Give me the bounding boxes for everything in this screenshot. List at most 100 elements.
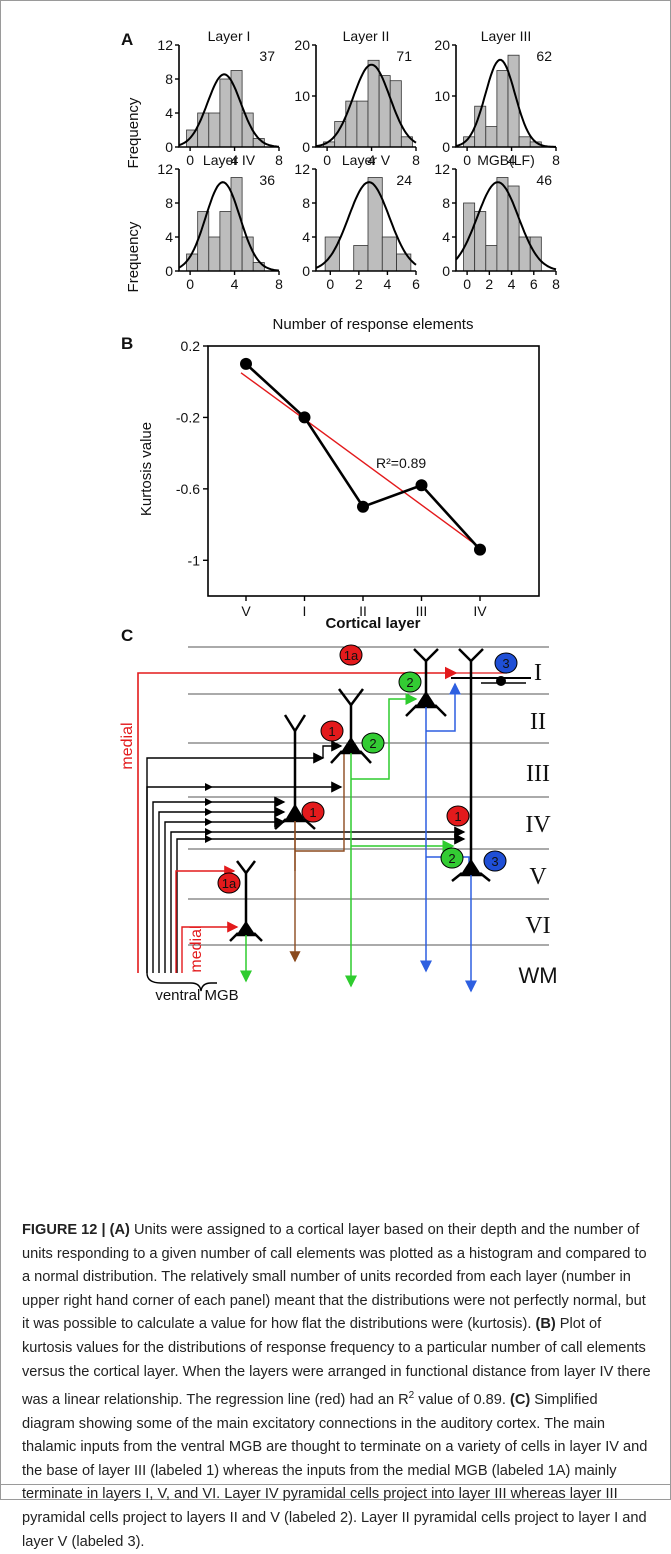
histogram-bar [496,177,509,272]
badges: 1a 3 2 1 2 1 1 2 3 1a [217,644,518,894]
histogram-bar [208,236,221,272]
badge-1: 1 [446,805,470,827]
normal-fit-curve [178,181,280,272]
neuron-layer-i [451,676,531,686]
panel-label-a: A [121,30,133,49]
brown-axon [295,749,345,961]
kurtosis-x-tick: II [359,603,367,619]
svg-text:1a: 1a [344,648,359,663]
y-tick-label: 12 [157,161,173,177]
y-tick-label: 12 [294,161,310,177]
x-tick-label: 0 [326,276,334,292]
x-tick-label: 4 [231,152,239,168]
caption-a-label: (A) [109,1222,130,1238]
y-tick-label: 0 [442,139,450,155]
kurtosis-y-tick: -0.6 [176,481,200,497]
x-tick-label: 2 [485,276,493,292]
kurtosis-plot: Kurtosis value Cortical layer R²=0.89 0.… [138,338,540,632]
svg-text:3: 3 [491,854,498,869]
ventral-mgb-inputs [146,740,466,973]
histogram-bar [507,185,520,272]
histogram-bar [367,177,383,272]
histogram-bar [496,70,509,148]
bottom-rule [1,1484,671,1485]
histogram-bar [367,59,380,148]
histogram-1: 0 4 8 12 0 4 8 Layer I 37 [157,28,283,168]
x-tick-label: 6 [412,276,420,292]
blue-axon-ii-up [426,682,461,732]
histogram-title: Layer III [481,28,532,44]
badge-1: 1 [301,801,325,823]
y-tick-label: 8 [302,195,310,211]
caption-b-text: Plot of kurtosis values for the distribu… [22,1316,651,1409]
x-tick-label: 6 [530,276,538,292]
kurtosis-x-tick: I [303,603,307,619]
y-tick-label: 4 [165,105,173,121]
y-tick-label: 0 [302,263,310,279]
kurtosis-x-tick: V [241,603,251,619]
y-tick-label: 8 [165,71,173,87]
histogram-bar [381,236,397,272]
normal-fit-curve [455,58,556,148]
svg-text:1: 1 [328,724,335,739]
histogram-bar [485,245,498,272]
y-tick-label: 8 [442,195,450,211]
y-tick-label: 12 [434,161,450,177]
histogram-2: 0 10 20 0 4 8 Layer II 71 [294,28,420,168]
badge-1a: 1a [339,644,363,666]
badge-1a: 1a [217,872,241,894]
histogram-bar [197,112,210,148]
badge-2: 2 [440,847,464,869]
x-tick-label: 0 [463,152,471,168]
badge-3: 3 [494,652,518,674]
green-axon-iii-up [351,693,418,780]
histogram-title: Layer IV [203,152,256,168]
histogram-title: Layer I [208,28,251,44]
histogram-bar [485,126,498,148]
histogram-count: 36 [259,172,275,188]
x-tick-label: 4 [368,152,376,168]
medial-input-top [137,666,458,973]
y-tick-label: 4 [442,229,450,245]
y-tick-label: 10 [434,88,450,104]
figure-caption: FIGURE 12 | (A) Units were assigned to a… [22,1219,654,1554]
y-tick-label: 4 [165,229,173,245]
x-tick-label: 0 [186,152,194,168]
x-tick-label: 8 [275,276,283,292]
kurtosis-point [240,357,252,370]
kurtosis-y-tick: -0.2 [176,409,200,425]
y-tick-label: 20 [294,37,310,53]
layer-label: IV [525,812,551,838]
caption-b-text2: value of 0.89. [414,1392,510,1409]
panel-label-b: B [121,334,133,353]
kurtosis-x-tick: III [416,603,428,619]
kurtosis-x-tick: IV [473,603,487,619]
layer-label: VI [525,913,550,939]
histogram-count: 46 [536,172,552,188]
caption-c-text: Simplified diagram showing some of the m… [22,1392,648,1550]
medial-input-v [175,865,236,973]
layer-label: II [530,709,546,735]
layer-label: III [526,761,550,787]
histogram-bar [219,78,232,148]
figure-graphics: A B C Frequency Frequency Number of resp… [119,28,560,1004]
neuron-layer-v [451,648,491,882]
histogram-count: 37 [259,48,275,64]
histogram-ylabel-bottom: Frequency [125,221,142,292]
kurtosis-ylabel: Kurtosis value [138,422,155,516]
y-tick-label: 0 [165,139,173,155]
normal-fit-curve [178,73,280,148]
histogram-bar [378,75,391,148]
kurtosis-point [474,543,486,556]
histogram-count: 62 [536,48,552,64]
badge-2: 2 [398,671,422,693]
y-tick-label: 10 [294,88,310,104]
svg-text:2: 2 [448,851,455,866]
layer-label: WM [518,963,557,988]
ventral-label: ventral MGB [155,987,238,1004]
